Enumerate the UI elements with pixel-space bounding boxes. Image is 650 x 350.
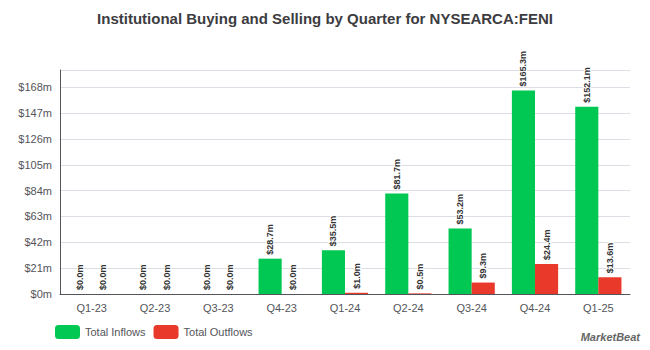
svg-text:$63m: $63m — [24, 210, 52, 222]
svg-text:$168m: $168m — [18, 81, 52, 93]
svg-text:Total Outflows: Total Outflows — [184, 326, 254, 338]
svg-text:Institutional Buying and Selli: Institutional Buying and Selling by Quar… — [97, 10, 553, 27]
svg-text:$21m: $21m — [24, 262, 52, 274]
svg-text:MarketBeat: MarketBeat — [581, 331, 642, 343]
svg-text:$0m: $0m — [31, 288, 52, 300]
svg-text:$0.0m: $0.0m — [225, 264, 235, 290]
svg-text:$165.3m: $165.3m — [518, 51, 528, 87]
svg-text:$0.0m: $0.0m — [202, 264, 212, 290]
svg-text:Q3-24: Q3-24 — [456, 302, 487, 314]
svg-text:Q3-23: Q3-23 — [203, 302, 234, 314]
svg-text:Total Inflows: Total Inflows — [85, 326, 146, 338]
svg-text:$42m: $42m — [24, 236, 52, 248]
svg-text:Q2-24: Q2-24 — [393, 302, 424, 314]
svg-text:$53.2m: $53.2m — [455, 194, 465, 225]
svg-text:$0.0m: $0.0m — [162, 264, 172, 290]
svg-text:$0.5m: $0.5m — [415, 264, 425, 290]
svg-text:$126m: $126m — [18, 133, 52, 145]
svg-text:$84m: $84m — [24, 185, 52, 197]
svg-text:$13.6m: $13.6m — [605, 243, 615, 274]
svg-text:$0.0m: $0.0m — [138, 264, 148, 290]
svg-text:$24.4m: $24.4m — [542, 229, 552, 260]
svg-text:$0.0m: $0.0m — [288, 264, 298, 290]
svg-text:$0.0m: $0.0m — [75, 264, 85, 290]
svg-text:Q1-24: Q1-24 — [330, 302, 361, 314]
svg-text:$147m: $147m — [18, 107, 52, 119]
svg-text:$0.0m: $0.0m — [98, 264, 108, 290]
svg-text:$35.5m: $35.5m — [328, 216, 338, 247]
svg-text:$28.7m: $28.7m — [265, 224, 275, 255]
svg-text:Q4-24: Q4-24 — [520, 302, 551, 314]
svg-text:$152.1m: $152.1m — [582, 67, 592, 103]
svg-text:$81.7m: $81.7m — [392, 159, 402, 190]
svg-text:Q4-23: Q4-23 — [266, 302, 297, 314]
svg-text:Q1-23: Q1-23 — [76, 302, 107, 314]
svg-text:$105m: $105m — [18, 159, 52, 171]
svg-text:$1.0m: $1.0m — [352, 263, 362, 289]
svg-text:$9.3m: $9.3m — [478, 253, 488, 279]
svg-text:Q1-25: Q1-25 — [583, 302, 614, 314]
svg-text:Q2-23: Q2-23 — [140, 302, 171, 314]
